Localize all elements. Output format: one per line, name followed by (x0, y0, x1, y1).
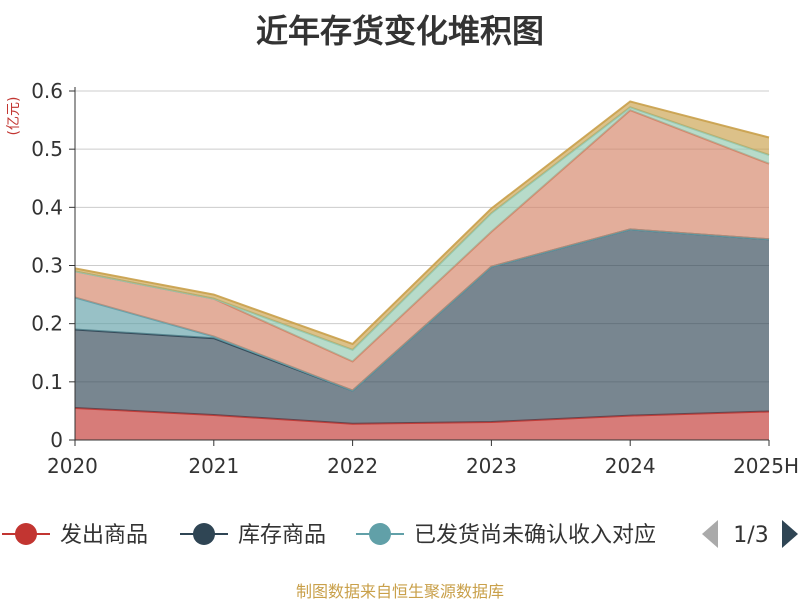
legend-label: 已发货尚未确认收入对应 (414, 523, 656, 548)
x-tick-label: 2020 (47, 454, 98, 478)
x-tick-label: 2022 (327, 454, 378, 478)
legend-item-3[interactable]: 已发货尚未确认收入对应 (356, 523, 656, 548)
x-tick-label: 2024 (605, 454, 656, 478)
legend-next-page-icon[interactable] (782, 520, 798, 548)
legend-label: 库存商品 (238, 523, 326, 548)
legend-marker (15, 523, 37, 545)
legend-item-2[interactable]: 库存商品 (180, 523, 326, 548)
area-series (74, 100, 770, 440)
area-series-6 (75, 101, 769, 350)
x-tick-label: 2025H (733, 454, 799, 478)
y-tick-label: 0 (50, 428, 63, 452)
y-tick-label: 0.5 (31, 137, 63, 161)
legend-label: 发出商品 (60, 523, 148, 548)
axes: 0 0.1 0.2 0.3 0.4 0.5 0.6 2020 2021 2022 2023 2024 2… (6, 79, 799, 478)
legend-prev-page-icon[interactable] (702, 520, 718, 548)
chart-title: 近年存货变化堆积图 (255, 12, 544, 50)
legend-page-indicator: 1/3 (733, 523, 768, 548)
legend-items: 发出商品 库存商品 已发货尚未确认收入对应 (2, 523, 656, 548)
area-series-2 (75, 229, 769, 424)
area-series-1 (75, 408, 769, 440)
y-tick-label: 0.6 (31, 79, 63, 103)
area-line-series-6 (74, 100, 770, 346)
y-tick-label: 0.4 (31, 195, 63, 219)
x-tick-label: 2021 (188, 454, 239, 478)
area-series-4 (75, 110, 769, 391)
source-footer: 制图数据来自恒生聚源数据库 (295, 582, 504, 601)
y-tick-label: 0.3 (31, 254, 63, 278)
legend-item-1[interactable]: 发出商品 (2, 523, 148, 548)
legend: 发出商品 库存商品 已发货尚未确认收入对应 1/3 (2, 520, 798, 548)
legend-marker (193, 523, 215, 545)
y-tick-label: 0.1 (31, 370, 63, 394)
y-axis-label: (亿元) (6, 97, 22, 136)
area-series-5 (75, 107, 769, 362)
legend-marker (369, 523, 391, 545)
y-tick-label: 0.2 (31, 312, 63, 336)
x-tick-label: 2023 (466, 454, 517, 478)
